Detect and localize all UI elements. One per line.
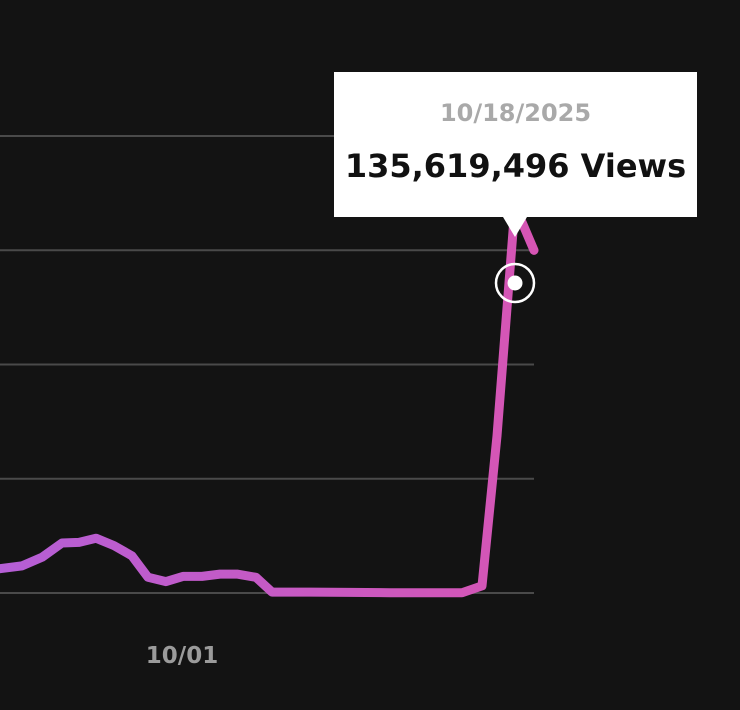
tooltip-date: 10/18/2025 <box>439 99 592 127</box>
series-layer <box>0 201 539 598</box>
series-line-views <box>0 201 539 598</box>
x-tick-label: 10/01 <box>146 643 218 669</box>
hover-marker-ring <box>494 262 536 304</box>
x-axis-ticks: 10/01 <box>146 643 218 669</box>
tooltip-value: 135,619,496 Views <box>344 147 687 185</box>
hover-marker-layer <box>494 262 536 304</box>
hover-marker-dot <box>507 275 523 291</box>
hover-tooltip: 10/18/2025 135,619,496 Views <box>334 72 697 237</box>
